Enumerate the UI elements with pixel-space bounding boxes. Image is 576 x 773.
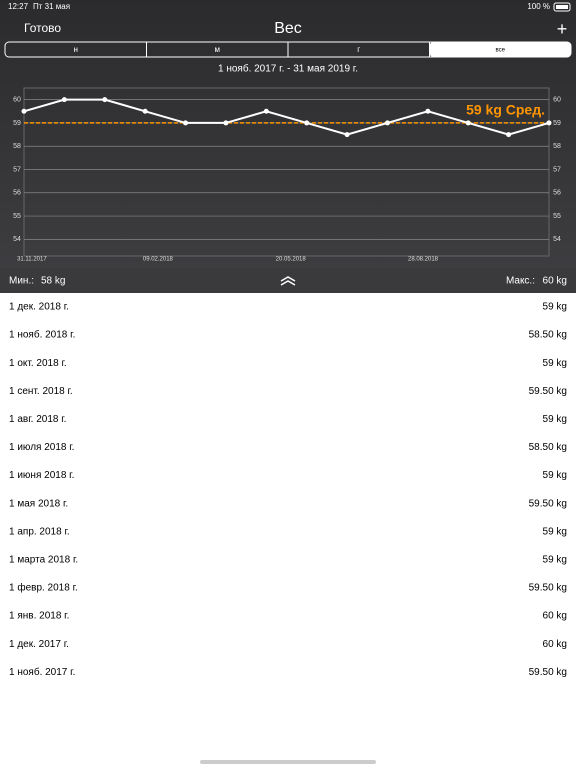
y-tick-label-right: 59 — [553, 120, 561, 127]
row-date[interactable]: 1 июня 2018 г. — [9, 470, 74, 481]
time: 12:27 — [8, 2, 29, 11]
point — [61, 97, 67, 103]
segment[interactable]: м — [215, 45, 221, 54]
date: Пт 31 мая — [33, 2, 70, 11]
date-range: 1 нояб. 2017 г. - 31 мая 2019 г. — [218, 63, 358, 75]
row-date[interactable]: 1 нояб. 2018 г. — [9, 329, 75, 341]
row-value[interactable]: 59 kg — [543, 414, 567, 425]
point — [304, 120, 310, 126]
y-tick-label: 57 — [13, 166, 21, 173]
y-tick-label-right: 60 — [553, 96, 561, 103]
x-tick-label: 31.11.2017 — [17, 257, 47, 263]
row-date[interactable]: 1 дек. 2017 г. — [9, 639, 69, 650]
point — [102, 97, 108, 103]
done-button[interactable]: Готово — [24, 21, 61, 35]
row-value[interactable]: 59 kg — [543, 358, 567, 369]
segment[interactable]: н — [74, 45, 78, 54]
y-tick-label-right: 56 — [553, 190, 561, 197]
row-value[interactable]: 59 kg — [543, 555, 567, 566]
max-label: Макс.: — [506, 276, 535, 287]
row-value[interactable]: 59.50 kg — [529, 386, 567, 397]
y-tick-label-right: 55 — [553, 213, 561, 220]
y-tick-label-right: 54 — [553, 236, 561, 243]
row-date[interactable]: 1 мая 2018 г. — [9, 498, 68, 509]
point — [506, 132, 512, 138]
x-tick-label: 09.02.2018 — [143, 257, 174, 263]
battery: 100 % — [527, 2, 550, 11]
nav-title: Вес — [274, 20, 302, 37]
row-value[interactable]: 59.50 kg — [529, 667, 567, 678]
row-value[interactable]: 59 kg — [543, 470, 567, 481]
collapse-button[interactable] — [280, 276, 296, 286]
min-value: 58 kg — [41, 276, 65, 287]
row-value[interactable]: 59 kg — [543, 302, 567, 313]
home-indicator — [200, 760, 376, 764]
row-date[interactable]: 1 янв. 2018 г. — [9, 611, 69, 622]
row-date[interactable]: 1 апр. 2018 г. — [9, 526, 70, 537]
segment-selected — [429, 42, 571, 57]
point — [465, 120, 471, 126]
segment[interactable]: все — [496, 48, 506, 54]
y-tick-label: 56 — [13, 190, 21, 197]
point — [142, 108, 148, 114]
row-date[interactable]: 1 окт. 2018 г. — [9, 358, 67, 369]
add-button[interactable]: + — [557, 19, 568, 39]
x-tick-label: 20.05.2018 — [276, 257, 307, 263]
segment[interactable]: г — [357, 45, 360, 54]
row-value[interactable]: 60 kg — [543, 639, 567, 650]
row-date[interactable]: 1 сент. 2018 г. — [9, 386, 73, 397]
point — [546, 120, 552, 126]
y-tick-label: 58 — [13, 143, 21, 150]
point — [223, 120, 229, 126]
y-tick-label: 55 — [13, 213, 21, 220]
point — [183, 120, 189, 126]
row-value[interactable]: 58.50 kg — [529, 442, 567, 453]
header-bg — [0, 0, 576, 268]
x-tick-label: 28.08.2018 — [408, 257, 439, 263]
y-tick-label: 54 — [13, 236, 21, 243]
line — [23, 98, 550, 136]
row-value[interactable]: 59.50 kg — [529, 498, 567, 509]
row-date[interactable]: 1 нояб. 2017 г. — [9, 666, 75, 678]
point — [263, 108, 269, 114]
row-value[interactable]: 59.50 kg — [529, 583, 567, 594]
row-date[interactable]: 1 июля 2018 г. — [9, 442, 74, 453]
average-label: 59 kg Сред. — [466, 102, 545, 118]
point — [344, 132, 350, 138]
y-tick-label-right: 57 — [553, 166, 561, 173]
point — [425, 108, 431, 114]
y-tick-label: 60 — [13, 96, 21, 103]
row-value[interactable]: 59 kg — [543, 526, 567, 537]
row-date[interactable]: 1 марта 2018 г. — [9, 555, 78, 566]
y-tick-label-right: 58 — [553, 143, 561, 150]
point — [21, 108, 27, 114]
row-date[interactable]: 1 февр. 2018 г. — [9, 582, 78, 594]
battery-level — [556, 5, 568, 9]
row-date[interactable]: 1 дек. 2018 г. — [9, 302, 69, 313]
max-value: 60 kg — [543, 276, 567, 287]
row-value[interactable]: 60 kg — [543, 611, 567, 622]
row-value[interactable]: 58.50 kg — [529, 330, 567, 341]
battery-icon — [553, 2, 571, 12]
plot-area — [23, 87, 550, 257]
min-label: Мин.: — [9, 276, 34, 287]
point — [384, 120, 390, 126]
row-date[interactable]: 1 авг. 2018 г. — [9, 414, 66, 425]
y-tick-label: 59 — [13, 120, 21, 127]
